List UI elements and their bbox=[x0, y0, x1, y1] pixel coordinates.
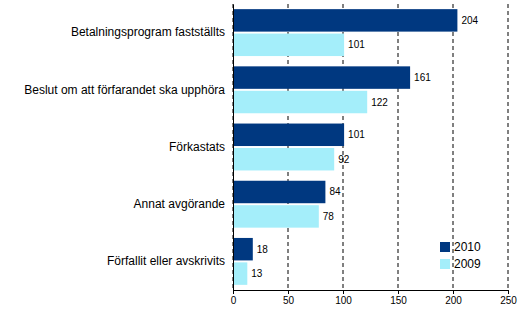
bar bbox=[233, 91, 367, 113]
tick: 200 bbox=[445, 290, 462, 306]
category-label: Betalningsprogram fastställts bbox=[71, 25, 225, 39]
bar bbox=[233, 148, 334, 170]
bar bbox=[233, 34, 344, 56]
data-label: 13 bbox=[251, 268, 263, 279]
bars bbox=[233, 9, 457, 285]
tick-mark bbox=[453, 290, 454, 294]
y-axis: Betalningsprogram fastställts Beslut om a… bbox=[24, 5, 233, 291]
data-label: 101 bbox=[348, 39, 365, 50]
tick: 0 bbox=[231, 290, 237, 306]
category-label: Annat avgörande bbox=[134, 197, 226, 211]
data-label: 18 bbox=[257, 244, 269, 255]
data-labels: 204 161 101 84 18 101 122 92 78 13 bbox=[251, 15, 478, 279]
tick-mark bbox=[508, 290, 509, 294]
x-axis: 0 50 100 150 200 250 bbox=[231, 290, 518, 306]
tick-label: 0 bbox=[231, 295, 237, 306]
data-label: 122 bbox=[371, 97, 388, 108]
bar bbox=[233, 66, 410, 88]
plot: 204 161 101 84 18 101 122 92 78 13 0 50 100 150 200 250… bbox=[24, 4, 517, 306]
legend-label: 2010 bbox=[454, 240, 481, 254]
data-label: 84 bbox=[329, 186, 341, 197]
grid-line bbox=[508, 4, 509, 290]
grid-line bbox=[233, 4, 234, 290]
tick-label: 100 bbox=[335, 295, 352, 306]
grid-line bbox=[398, 4, 399, 290]
tick-label: 150 bbox=[390, 295, 407, 306]
legend-label: 2009 bbox=[454, 257, 481, 271]
data-label: 92 bbox=[338, 154, 350, 165]
tick: 150 bbox=[390, 290, 407, 306]
bar bbox=[233, 124, 344, 146]
bar bbox=[233, 205, 319, 227]
legend-item: 2010 bbox=[440, 240, 481, 254]
tick-mark bbox=[288, 290, 289, 294]
grid bbox=[233, 4, 508, 290]
axis-line bbox=[234, 290, 509, 291]
axis-line bbox=[233, 5, 234, 291]
category-label: Beslut om att förfarandet ska upphöra bbox=[24, 83, 225, 97]
tick-label: 200 bbox=[445, 295, 462, 306]
data-label: 78 bbox=[323, 211, 335, 222]
bar bbox=[233, 181, 325, 203]
tick: Annat avgörande bbox=[134, 197, 233, 211]
tick-mark bbox=[398, 290, 399, 294]
data-label: 161 bbox=[414, 72, 431, 83]
bar bbox=[233, 262, 247, 284]
tick: 250 bbox=[500, 290, 517, 306]
legend-item: 2009 bbox=[440, 257, 481, 271]
tick: Förfallit eller avskrivits bbox=[107, 254, 233, 268]
tick: Förkastats bbox=[169, 140, 233, 154]
bar bbox=[233, 9, 457, 31]
chart: 204 161 101 84 18 101 122 92 78 13 0 50 100 150 200 250… bbox=[0, 0, 520, 311]
legend-swatch bbox=[440, 259, 450, 269]
tick: Betalningsprogram fastställts bbox=[71, 25, 233, 39]
legend: 2010 2009 bbox=[440, 240, 481, 271]
tick-label: 250 bbox=[500, 295, 517, 306]
tick-mark bbox=[343, 290, 344, 294]
tick: Beslut om att förfarandet ska upphöra bbox=[24, 83, 233, 97]
category-label: Förkastats bbox=[169, 140, 225, 154]
category-label: Förfallit eller avskrivits bbox=[107, 254, 225, 268]
bar bbox=[233, 238, 253, 260]
data-label: 101 bbox=[348, 129, 365, 140]
tick-mark bbox=[233, 290, 234, 294]
data-label: 204 bbox=[461, 15, 478, 26]
tick: 100 bbox=[335, 290, 352, 306]
tick: 50 bbox=[283, 290, 295, 306]
legend-swatch bbox=[440, 242, 450, 252]
tick-label: 50 bbox=[283, 295, 295, 306]
